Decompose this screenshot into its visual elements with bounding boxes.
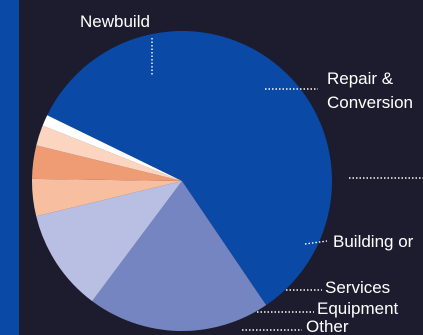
pie-slice-1 [92, 181, 267, 331]
pie-slice-6 [42, 115, 182, 181]
slice-label-4: Services [325, 278, 390, 297]
pie-slice-0 [47, 31, 332, 306]
slice-label-0: Newbuild [80, 12, 150, 31]
leader-line-3 [304, 240, 328, 245]
pie-slice-4 [32, 145, 183, 181]
slice-label-5: Equipment [317, 299, 399, 318]
slice-label-3: Building or [333, 232, 414, 251]
pie-slice-3 [31, 178, 182, 217]
slice-label-6: Other [306, 317, 349, 335]
slice-label-1-line-0: Repair & [327, 69, 394, 88]
slice-label-1-line-1: Conversion [327, 93, 413, 112]
pie-slice-5 [36, 125, 182, 181]
side-accent-bar [0, 0, 19, 335]
pie-slice-2 [36, 181, 183, 302]
